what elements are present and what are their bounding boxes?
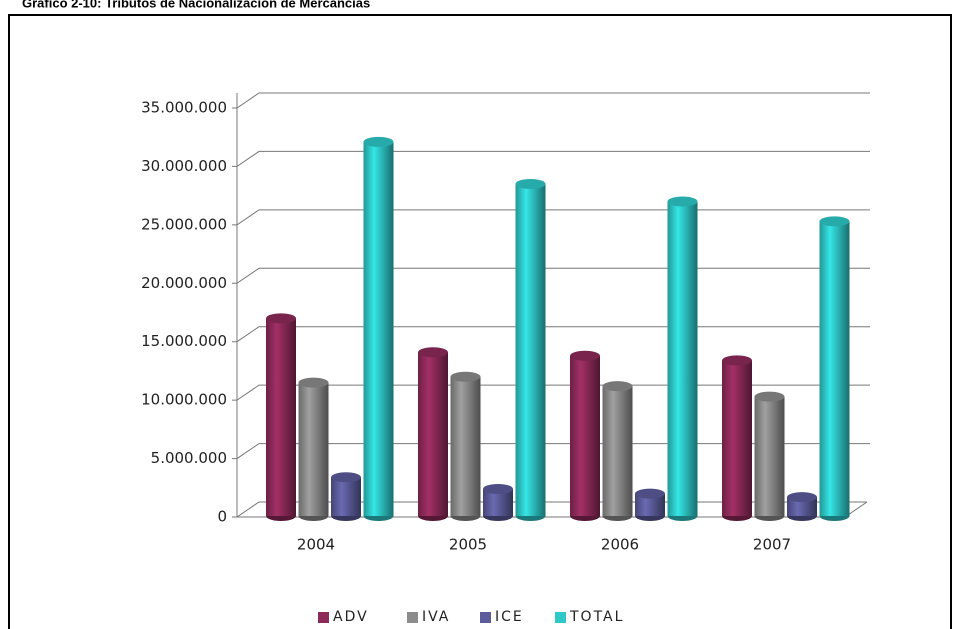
- grid-line: [232, 267, 870, 284]
- bar: [602, 386, 633, 516]
- y-tick-label: 30.000.000: [141, 157, 227, 175]
- x-tick-label: 2006: [601, 536, 639, 554]
- bar: [298, 382, 329, 516]
- bar-cap: [515, 178, 546, 189]
- y-tick-label: 0: [217, 508, 227, 526]
- frame: [8, 14, 952, 629]
- grid-line: [232, 443, 870, 460]
- bar-cap: [787, 492, 817, 503]
- legend-swatch: [318, 612, 329, 623]
- bar-cap: [667, 196, 698, 207]
- bar: [363, 141, 394, 517]
- y-tick-label: 20.000.000: [141, 274, 227, 292]
- bar: [331, 477, 361, 516]
- bar: [819, 221, 850, 516]
- x-tick-label: 2004: [297, 536, 335, 554]
- legend-label: IVA: [422, 609, 450, 625]
- legend-label: TOTAL: [569, 609, 624, 625]
- legend-swatch: [407, 612, 418, 623]
- legend-label: ADV: [333, 609, 369, 625]
- bar-cap: [602, 381, 633, 392]
- y-tick-label: 10.000.000: [141, 391, 227, 409]
- bar-cap: [635, 488, 665, 499]
- bar-cap: [363, 136, 394, 147]
- grid-line: [232, 150, 870, 167]
- bar-cap: [483, 483, 513, 494]
- x-tick-label: 2005: [449, 536, 487, 554]
- bar-cap: [418, 347, 448, 358]
- bar: [515, 183, 546, 516]
- x-tick-label: 2007: [753, 536, 791, 554]
- legend-label: ICE: [495, 609, 524, 625]
- bar: [418, 352, 448, 516]
- legend-swatch: [555, 612, 566, 623]
- bar: [754, 396, 785, 516]
- bar-cap: [722, 355, 752, 366]
- grid-line: [232, 501, 867, 518]
- grid-line: [232, 92, 870, 109]
- bar-cap: [266, 313, 296, 324]
- bar: [266, 318, 296, 516]
- grid-line: [232, 326, 870, 343]
- bar-cap: [331, 472, 361, 483]
- y-tick-label: 5.000.000: [151, 449, 227, 467]
- y-tick-label: 35.000.000: [141, 99, 227, 117]
- bar-cap: [450, 371, 481, 382]
- y-tick-label: 25.000.000: [141, 215, 227, 233]
- bar: [722, 360, 752, 516]
- grid-line: [232, 384, 870, 401]
- legend-swatch: [480, 612, 491, 623]
- y-tick-label: 15.000.000: [141, 332, 227, 350]
- bar-cap: [570, 350, 600, 361]
- bar: [667, 201, 698, 516]
- bar: [450, 376, 481, 516]
- grid-line: [232, 209, 870, 226]
- bar-cap: [819, 216, 850, 227]
- bar: [787, 497, 817, 516]
- chart-title: Gráfico 2-10: Tributos de Nacionalizació…: [22, 0, 370, 10]
- bar-cap: [298, 377, 329, 388]
- bar: [635, 493, 665, 516]
- bar: [570, 355, 600, 516]
- bar-cap: [754, 391, 785, 402]
